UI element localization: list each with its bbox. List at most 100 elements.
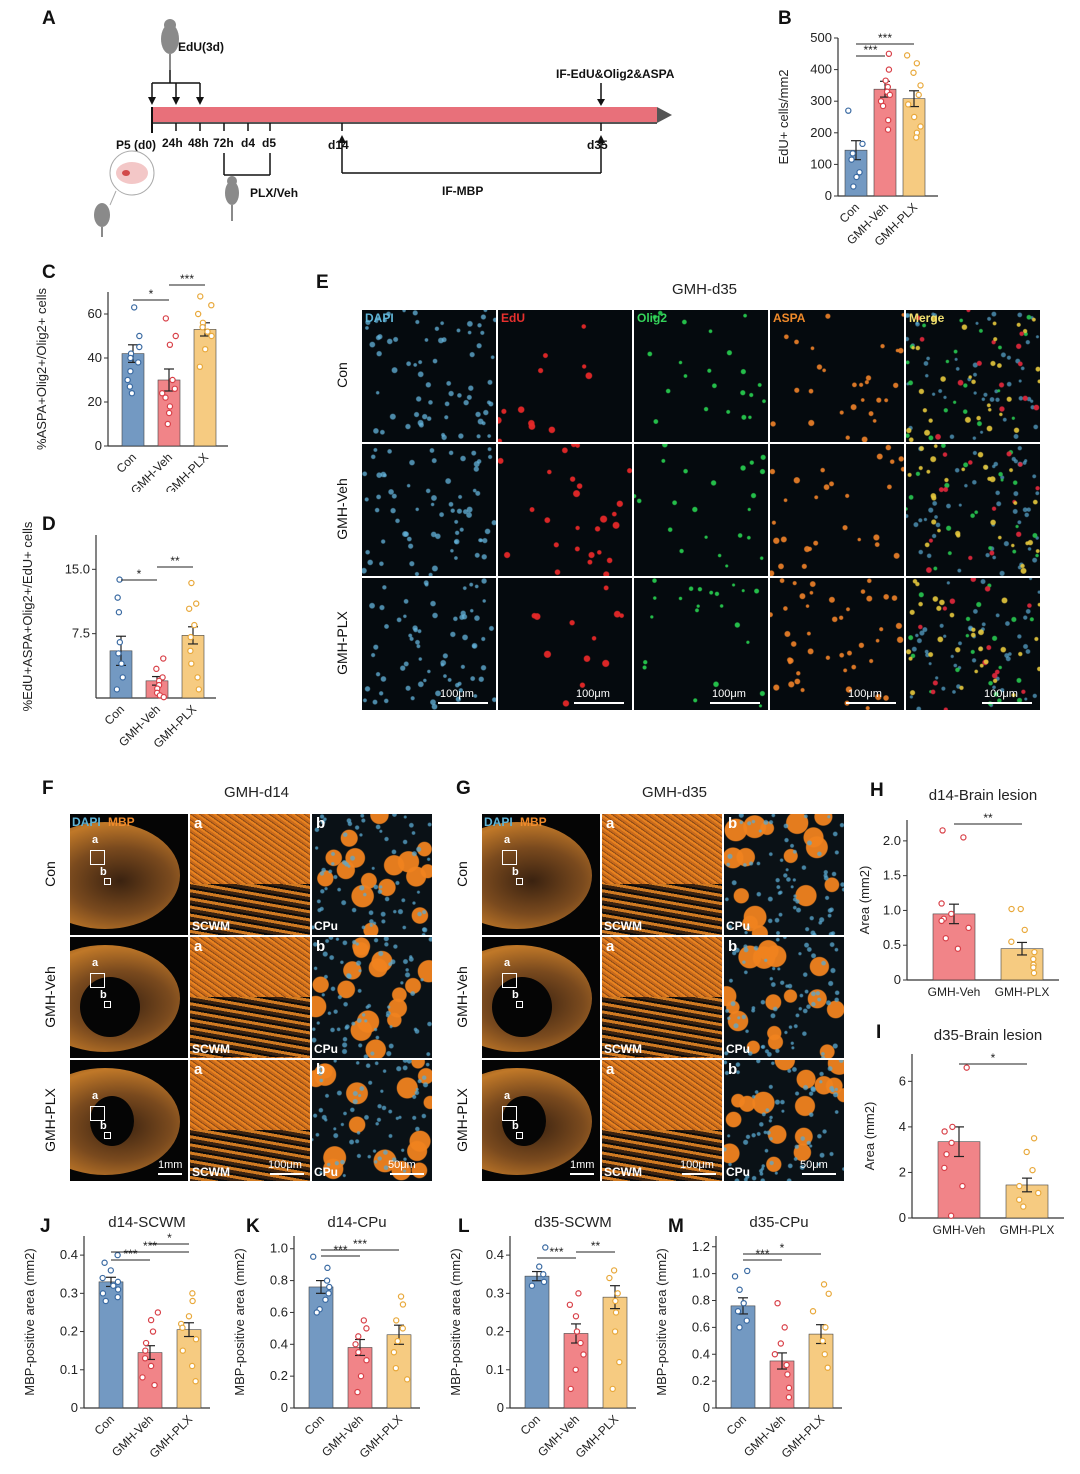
region-label-cpu: CPu [314,1042,338,1056]
significance-label: ** [170,554,180,568]
scale-bar-label: 100μm [848,688,882,700]
scale-bar [570,1173,594,1175]
data-point [939,827,946,834]
data-point [192,1335,200,1343]
data-point [580,1351,587,1358]
y-tick-label: 0 [281,1400,288,1415]
panel-label-m: M [668,1216,684,1237]
data-point [352,1341,359,1348]
data-point [179,1347,186,1354]
chart-m: d35-CPu 0 0.2 0.4 0.6 0.8 1.0 1.2 MBP-positive a… [654,1214,842,1461]
y-tick-label: 0.6 [692,1319,710,1334]
significance-label: *** [143,1239,157,1253]
micrograph-merge [906,310,1040,442]
data-point [572,1313,580,1320]
y-tick-label: 400 [810,62,832,77]
data-point [127,354,134,362]
scale-bar [982,702,1032,704]
data-point [731,1273,739,1280]
x-tick-label: GMH-PLX [573,1412,622,1461]
scwm-texture [190,1130,310,1181]
data-point [954,945,962,952]
micrograph-merge [906,444,1040,576]
scale-bar [846,702,896,704]
data-point [363,1325,370,1332]
data-point [911,113,918,121]
micrograph-dapi [362,444,496,576]
cpu-inset-image [312,1060,432,1181]
data-point [528,1282,536,1289]
data-point [825,1290,832,1297]
y-tick-label: 1.0 [692,1266,710,1281]
y-tick-label: 0.2 [60,1324,78,1339]
x-tick-label: Con [724,1412,749,1437]
data-point [323,1277,331,1284]
data-point [879,102,887,110]
scale-bar-label: 100μm [680,1159,714,1171]
data-point [102,1297,109,1305]
chart-title: d14-Brain lesion [929,787,1037,804]
scwm-texture [602,997,722,1057]
data-point [119,674,126,681]
y-tick-label: 40 [88,350,102,365]
data-point [126,383,134,390]
data-point [322,1296,329,1303]
data-point [942,935,949,942]
x-tick-label: GMH-PLX [779,1412,828,1461]
brain-section-image: a b 1mm [482,1060,600,1181]
data-point [191,621,198,629]
inset-letter: a [504,834,511,846]
inset-letter: b [100,989,107,1001]
data-point [160,693,167,701]
data-point [115,609,123,616]
panel-label-k: K [246,1216,260,1237]
data-point [142,1339,150,1347]
y-tick-label: 0.4 [60,1247,78,1262]
inset-box-a [90,1106,105,1121]
scwm-inset-image [190,1060,310,1181]
y-axis-label: %EdU+ASPA+Olig2+/EdU+ cells [20,522,35,711]
data-point [616,1358,623,1366]
micrograph-olig2 [634,310,768,442]
y-tick-label: 1.5 [883,868,901,883]
data-point [169,376,176,384]
data-point [850,183,857,190]
y-tick-label: 0 [71,1400,78,1415]
y-tick-label: 1.0 [270,1241,288,1256]
if-edu-label: IF-EdU&Olig2&ASPA [556,67,675,81]
significance-label: *** [180,272,194,286]
scale-bar [574,702,624,704]
y-tick-label: 2.0 [883,833,901,848]
inset-letter: b [316,1061,326,1078]
scale-bar-label: 50μm [800,1159,828,1171]
inset-letter: b [316,815,326,832]
x-tick-label: GMH-Veh [928,985,981,999]
data-point [948,1139,955,1147]
data-point [575,1290,582,1297]
y-tick-label: 0.5 [883,937,901,952]
tick-48h: 48h [188,136,209,150]
y-axis-label: MBP-positive area (mm2) [232,1248,247,1395]
x-tick-label: GMH-PLX [995,985,1050,999]
scale-bar-label: 100μm [576,688,610,700]
data-point [110,1282,117,1289]
scale-bar-label: 100μm [440,688,474,700]
panel-label-j: J [40,1216,51,1237]
y-axis-label: Area (mm2) [857,866,872,935]
lesion-area [90,1096,134,1146]
data-point [1029,1166,1036,1174]
panel-label-i: I [876,1022,882,1043]
brain-section-shape [70,822,180,929]
data-point [310,1253,317,1260]
data-point [197,293,204,300]
data-point [204,328,211,335]
data-point [354,1388,361,1396]
micrograph-edu [498,578,632,710]
scale-bar [710,702,760,704]
data-point [114,1251,121,1259]
data-point [162,394,169,401]
scale-bar [270,1173,304,1175]
data-point [853,173,860,181]
y-tick-label: 60 [88,306,102,321]
y-tick-label: 300 [810,93,832,108]
